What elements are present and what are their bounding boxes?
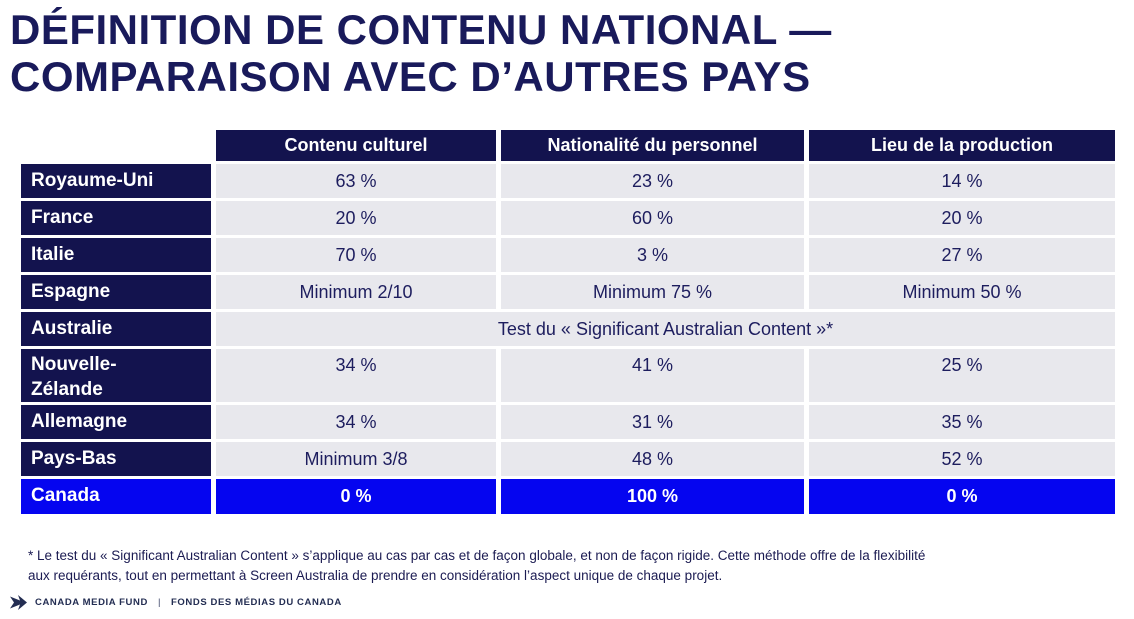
slide-title: DÉFINITION DE CONTENU NATIONAL — COMPARA… bbox=[10, 6, 832, 101]
row-label-pays-bas: Pays-Bas bbox=[21, 442, 211, 476]
table-cell: 3 % bbox=[501, 238, 804, 272]
row-label-france: France bbox=[21, 201, 211, 235]
table-cell: 31 % bbox=[501, 405, 804, 439]
table-cell-canada: 100 % bbox=[501, 479, 804, 514]
table-cell: 70 % bbox=[216, 238, 496, 272]
row-label-allemagne: Allemagne bbox=[21, 405, 211, 439]
table-cell: 60 % bbox=[501, 201, 804, 235]
table-cell: 35 % bbox=[809, 405, 1115, 439]
footnote: * Le test du « Significant Australian Co… bbox=[28, 546, 925, 587]
table-cell: 34 % bbox=[216, 349, 496, 402]
row-label-canada: Canada bbox=[21, 479, 211, 514]
table-cell: 52 % bbox=[809, 442, 1115, 476]
table-cell: 63 % bbox=[216, 164, 496, 198]
slide-title-line2: COMPARAISON AVEC D’AUTRES PAYS bbox=[10, 53, 811, 101]
table-cell: 34 % bbox=[216, 405, 496, 439]
row-label-nouvelle-zelande: Nouvelle- Zélande bbox=[21, 349, 211, 402]
table-cell: 27 % bbox=[809, 238, 1115, 272]
table-cell: 23 % bbox=[501, 164, 804, 198]
table-cell: Minimum 75 % bbox=[501, 275, 804, 309]
table-cell: Minimum 50 % bbox=[809, 275, 1115, 309]
table-cell: 41 % bbox=[501, 349, 804, 402]
row-label-australie: Australie bbox=[21, 312, 211, 346]
slide-title-line1: DÉFINITION DE CONTENU NATIONAL — bbox=[10, 6, 832, 53]
cmf-arrow-logo-icon bbox=[10, 595, 27, 610]
footer-divider: | bbox=[157, 597, 162, 608]
footer-brand-left: CANADA MEDIA FUND bbox=[35, 597, 148, 608]
table-cell: 48 % bbox=[501, 442, 804, 476]
comparison-table: Contenu culturel Nationalité du personne… bbox=[21, 130, 1115, 514]
row-label-royaume-uni: Royaume-Uni bbox=[21, 164, 211, 198]
footer-brand: CANADA MEDIA FUND | FONDS DES MÉDIAS DU … bbox=[10, 595, 342, 610]
row-label-italie: Italie bbox=[21, 238, 211, 272]
table-cell-canada: 0 % bbox=[809, 479, 1115, 514]
table-cell: 25 % bbox=[809, 349, 1115, 402]
table-cell: Minimum 2/10 bbox=[216, 275, 496, 309]
footer-brand-right: FONDS DES MÉDIAS DU CANADA bbox=[171, 597, 342, 608]
table-corner-spacer bbox=[21, 130, 211, 161]
table-cell: 20 % bbox=[216, 201, 496, 235]
footnote-line1: * Le test du « Significant Australian Co… bbox=[28, 548, 926, 563]
table-cell-canada: 0 % bbox=[216, 479, 496, 514]
table-cell: Minimum 3/8 bbox=[216, 442, 496, 476]
footnote-line2: aux requérants, tout en permettant à Scr… bbox=[28, 568, 723, 584]
table-cell: 20 % bbox=[809, 201, 1115, 235]
column-header-cultural-content: Contenu culturel bbox=[216, 130, 496, 161]
column-header-personnel-nationality: Nationalité du personnel bbox=[501, 130, 804, 161]
table-cell-merged-australian-content-test: Test du « Significant Australian Content… bbox=[216, 312, 1115, 346]
row-label-espagne: Espagne bbox=[21, 275, 211, 309]
table-cell: 14 % bbox=[809, 164, 1115, 198]
column-header-production-location: Lieu de la production bbox=[809, 130, 1115, 161]
